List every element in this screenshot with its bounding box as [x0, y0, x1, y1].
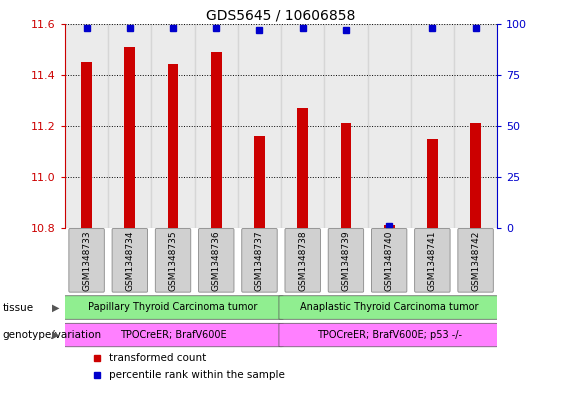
Bar	[411, 24, 454, 228]
FancyBboxPatch shape	[415, 229, 450, 292]
FancyBboxPatch shape	[279, 323, 499, 347]
Text: GSM1348738: GSM1348738	[298, 230, 307, 291]
FancyBboxPatch shape	[155, 229, 191, 292]
Bar	[151, 24, 194, 228]
FancyBboxPatch shape	[69, 229, 105, 292]
Bar	[81, 62, 92, 228]
FancyBboxPatch shape	[279, 296, 499, 319]
Bar	[65, 24, 108, 228]
Bar	[427, 139, 438, 228]
Text: ▶: ▶	[52, 303, 59, 312]
FancyBboxPatch shape	[112, 229, 147, 292]
Text: GSM1348733: GSM1348733	[82, 230, 91, 291]
Bar	[238, 24, 281, 228]
FancyBboxPatch shape	[328, 229, 364, 292]
Text: GSM1348735: GSM1348735	[168, 230, 177, 291]
Text: GSM1348734: GSM1348734	[125, 230, 134, 290]
Text: TPOCreER; BrafV600E: TPOCreER; BrafV600E	[120, 329, 227, 340]
Bar	[108, 24, 151, 228]
Text: Anaplastic Thyroid Carcinoma tumor: Anaplastic Thyroid Carcinoma tumor	[300, 302, 479, 312]
FancyBboxPatch shape	[63, 323, 283, 347]
FancyBboxPatch shape	[371, 229, 407, 292]
Text: GSM1348741: GSM1348741	[428, 230, 437, 290]
Bar	[470, 123, 481, 228]
Bar	[211, 51, 221, 228]
Text: GSM1348737: GSM1348737	[255, 230, 264, 291]
FancyBboxPatch shape	[63, 296, 283, 319]
FancyBboxPatch shape	[285, 229, 320, 292]
Title: GDS5645 / 10606858: GDS5645 / 10606858	[206, 8, 356, 22]
Text: Papillary Thyroid Carcinoma tumor: Papillary Thyroid Carcinoma tumor	[88, 302, 258, 312]
Text: percentile rank within the sample: percentile rank within the sample	[110, 370, 285, 380]
Bar	[281, 24, 324, 228]
Bar	[341, 123, 351, 228]
Bar	[324, 24, 368, 228]
Bar	[254, 136, 265, 228]
Text: GSM1348739: GSM1348739	[341, 230, 350, 291]
Bar	[384, 226, 394, 228]
FancyBboxPatch shape	[458, 229, 493, 292]
Text: GSM1348736: GSM1348736	[212, 230, 221, 291]
FancyBboxPatch shape	[198, 229, 234, 292]
Text: ▶: ▶	[52, 330, 59, 340]
Bar	[297, 108, 308, 228]
Text: tissue: tissue	[3, 303, 34, 312]
Bar	[124, 47, 135, 228]
Bar	[168, 64, 179, 228]
Bar	[454, 24, 497, 228]
Bar	[194, 24, 238, 228]
Text: GSM1348742: GSM1348742	[471, 230, 480, 290]
FancyBboxPatch shape	[242, 229, 277, 292]
Text: genotype/variation: genotype/variation	[3, 330, 102, 340]
Text: TPOCreER; BrafV600E; p53 -/-: TPOCreER; BrafV600E; p53 -/-	[316, 329, 462, 340]
Text: transformed count: transformed count	[110, 353, 207, 363]
Bar	[367, 24, 411, 228]
Text: GSM1348740: GSM1348740	[385, 230, 394, 290]
